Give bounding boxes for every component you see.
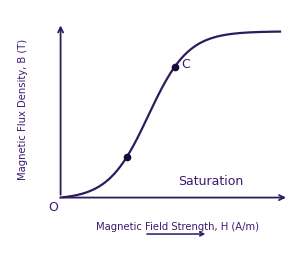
Text: O: O <box>48 201 58 214</box>
Text: Magnetic Flux Density, B (T): Magnetic Flux Density, B (T) <box>18 39 28 180</box>
Text: Saturation: Saturation <box>178 176 244 188</box>
Text: Magnetic Field Strength, H (A/m): Magnetic Field Strength, H (A/m) <box>96 222 259 232</box>
Text: C: C <box>182 58 190 71</box>
